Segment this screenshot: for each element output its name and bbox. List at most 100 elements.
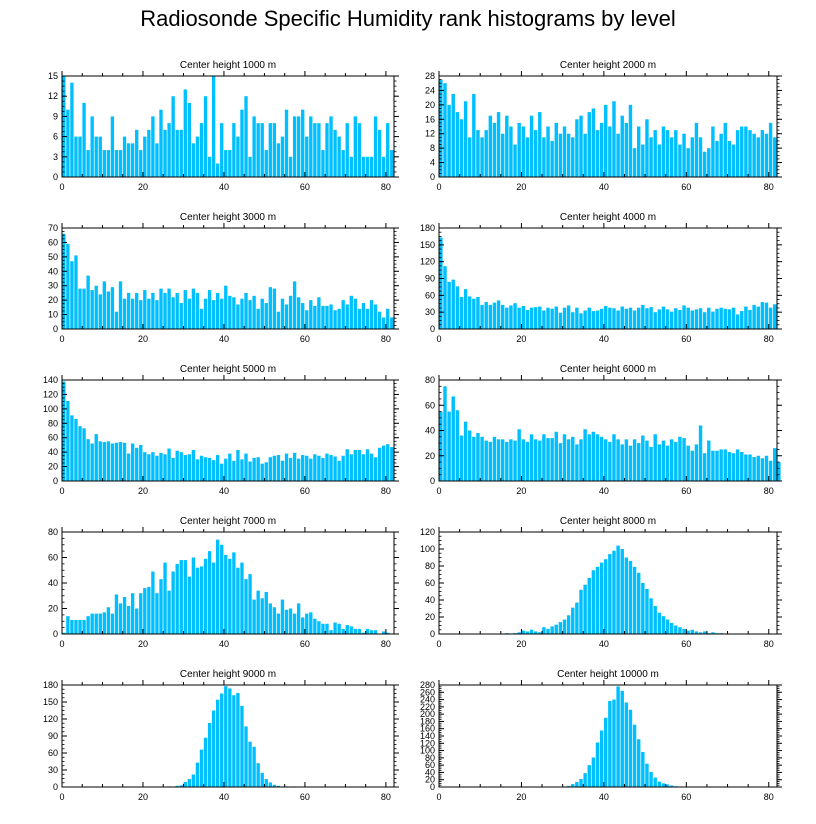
x-tick-label: 20 <box>516 334 526 344</box>
histogram-bar <box>244 726 248 787</box>
x-tick-label: 80 <box>381 639 391 649</box>
y-tick-label: 3 <box>53 152 58 162</box>
histogram-bar <box>690 450 695 481</box>
histogram-bar <box>645 308 649 329</box>
histogram-bar <box>583 429 587 481</box>
histogram-bar <box>207 457 212 481</box>
histogram-bar <box>264 303 268 329</box>
histogram-bar <box>476 130 480 177</box>
histogram-bar <box>195 136 200 177</box>
histogram-bar <box>488 115 493 177</box>
histogram-bar <box>525 631 530 634</box>
histogram-bar <box>272 784 277 787</box>
histogram-bar <box>232 695 236 787</box>
plot-frame <box>438 684 778 788</box>
histogram-bar <box>139 150 143 177</box>
histogram-bar <box>244 579 248 634</box>
histogram-bar <box>195 459 200 481</box>
histogram-bar <box>321 623 325 634</box>
x-tick-label: 0 <box>59 639 64 649</box>
histogram-bar <box>480 304 484 329</box>
histogram-bar <box>529 434 534 481</box>
histogram-bar <box>98 441 102 481</box>
histogram-bar <box>280 298 285 329</box>
histogram-bar <box>70 415 74 481</box>
x-tick-label: 80 <box>764 182 774 192</box>
x-tick-label: 40 <box>599 334 609 344</box>
histogram-bar <box>207 156 212 177</box>
histogram-bar <box>317 123 321 177</box>
histogram-bar <box>579 778 583 787</box>
histogram-bar <box>353 116 358 177</box>
histogram-bar <box>649 598 653 634</box>
histogram-bar <box>305 310 309 329</box>
histogram-bar <box>608 701 612 787</box>
histogram-bar <box>220 544 224 634</box>
histogram-bar <box>455 410 460 481</box>
histogram-bar <box>740 311 744 329</box>
histogram-bar <box>329 304 333 329</box>
histogram-bar <box>756 306 760 329</box>
histogram-bar <box>443 386 447 481</box>
histogram-bar <box>657 309 662 329</box>
y-tick-label: 180 <box>420 223 435 233</box>
histogram-bar <box>216 163 220 177</box>
histogram-bar <box>309 300 313 329</box>
histogram-bar <box>382 156 386 177</box>
histogram-bar <box>492 302 497 329</box>
y-tick-label: 80 <box>48 418 58 428</box>
histogram-bar <box>244 292 248 329</box>
histogram-bar <box>252 116 256 177</box>
histogram-bar <box>377 311 382 329</box>
histogram-bar <box>533 631 538 634</box>
histogram-bar <box>175 785 179 787</box>
histogram-bar <box>550 626 554 634</box>
y-tick-label: 40 <box>48 447 58 457</box>
histogram-bar <box>236 692 240 787</box>
y-tick-label: 12 <box>425 129 435 139</box>
y-tick-label: 60 <box>425 760 435 770</box>
histogram-bar <box>587 307 591 329</box>
histogram-bar <box>653 777 657 787</box>
histogram-bar <box>86 150 90 177</box>
histogram-bar <box>147 129 151 177</box>
y-tick-label: 80 <box>425 561 435 571</box>
histogram-bar <box>484 130 488 177</box>
histogram-bar <box>624 702 629 787</box>
histogram-bar <box>513 144 517 177</box>
histogram-bar <box>591 570 596 634</box>
histogram-bar <box>468 137 472 177</box>
histogram-bar <box>678 144 682 177</box>
histogram-bar <box>735 449 740 481</box>
histogram-bar <box>114 150 119 177</box>
histogram-bar <box>472 436 476 481</box>
histogram-bar <box>337 136 341 177</box>
histogram-bar <box>301 617 305 634</box>
histogram-bar <box>653 130 657 177</box>
histogram-bar <box>143 136 147 177</box>
histogram-bar <box>187 454 192 481</box>
histogram-bar <box>702 312 707 329</box>
y-tick-label: 220 <box>420 702 435 712</box>
histogram-bar <box>566 785 571 787</box>
histogram-bar <box>455 112 460 177</box>
histogram-bar <box>191 449 196 481</box>
histogram-bar <box>236 449 240 481</box>
histogram-bar <box>155 593 159 634</box>
histogram-bar <box>361 632 366 634</box>
histogram-bar <box>546 438 550 481</box>
histogram-bar <box>608 307 612 329</box>
histogram-bar <box>66 400 70 481</box>
y-tick-label: 100 <box>420 746 435 756</box>
panel-title: Center height 8000 m <box>560 516 656 527</box>
histogram-bar <box>163 454 167 481</box>
histogram-bar <box>579 115 583 177</box>
y-tick-label: 160 <box>420 724 435 734</box>
y-tick-label: 60 <box>425 578 435 588</box>
histogram-bar <box>496 112 501 177</box>
histogram-bar <box>349 156 353 177</box>
histogram-bar <box>459 435 464 481</box>
histogram-bar <box>74 255 78 329</box>
histogram-bar <box>82 102 86 177</box>
